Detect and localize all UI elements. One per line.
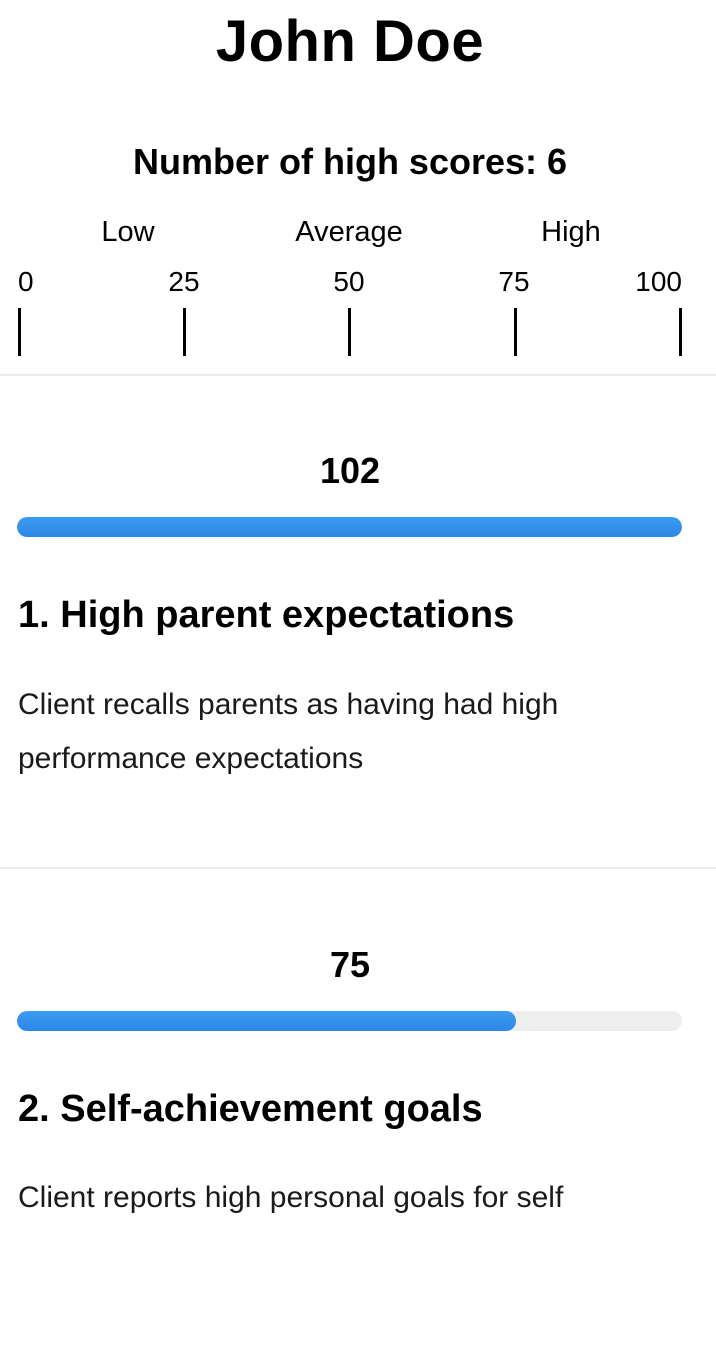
scale-tick-mark-75 [514,308,517,356]
score-value: 102 [319,450,381,491]
scale-tick-mark-50 [348,308,351,356]
scale-band-low: Low [101,216,155,248]
score-bar-fill [17,1011,516,1031]
scale-tick-label-75: 75 [498,266,530,297]
score-item-description: Client recalls parents as having had hig… [18,688,559,775]
section-divider [0,374,716,376]
score-item-title: 2. Self-achievement goals [18,1088,483,1130]
scale-tick-mark-25 [183,308,186,356]
scale-band-high: High [541,216,601,248]
score-item-description: Client reports high personal goals for s… [18,1181,564,1214]
scale-tick-label-50: 50 [333,266,365,297]
high-scores-count: Number of high scores: 6 [132,141,568,182]
scale-tick-label-0: 0 [18,266,34,297]
score-bar-track [17,1011,682,1031]
scale-tick-label-25: 25 [168,266,200,297]
score-bar-track [17,517,682,537]
score-value: 75 [329,944,371,985]
scale-tick-mark-100 [679,308,682,356]
section-divider [0,867,716,869]
score-item-title: 1. High parent expectations [18,594,515,636]
scale-tick-mark-0 [18,308,21,356]
scale-band-average: Average [295,216,403,248]
scale-tick-label-100: 100 [635,266,682,297]
client-name: John Doe [215,9,485,74]
score-bar-fill [17,517,682,537]
